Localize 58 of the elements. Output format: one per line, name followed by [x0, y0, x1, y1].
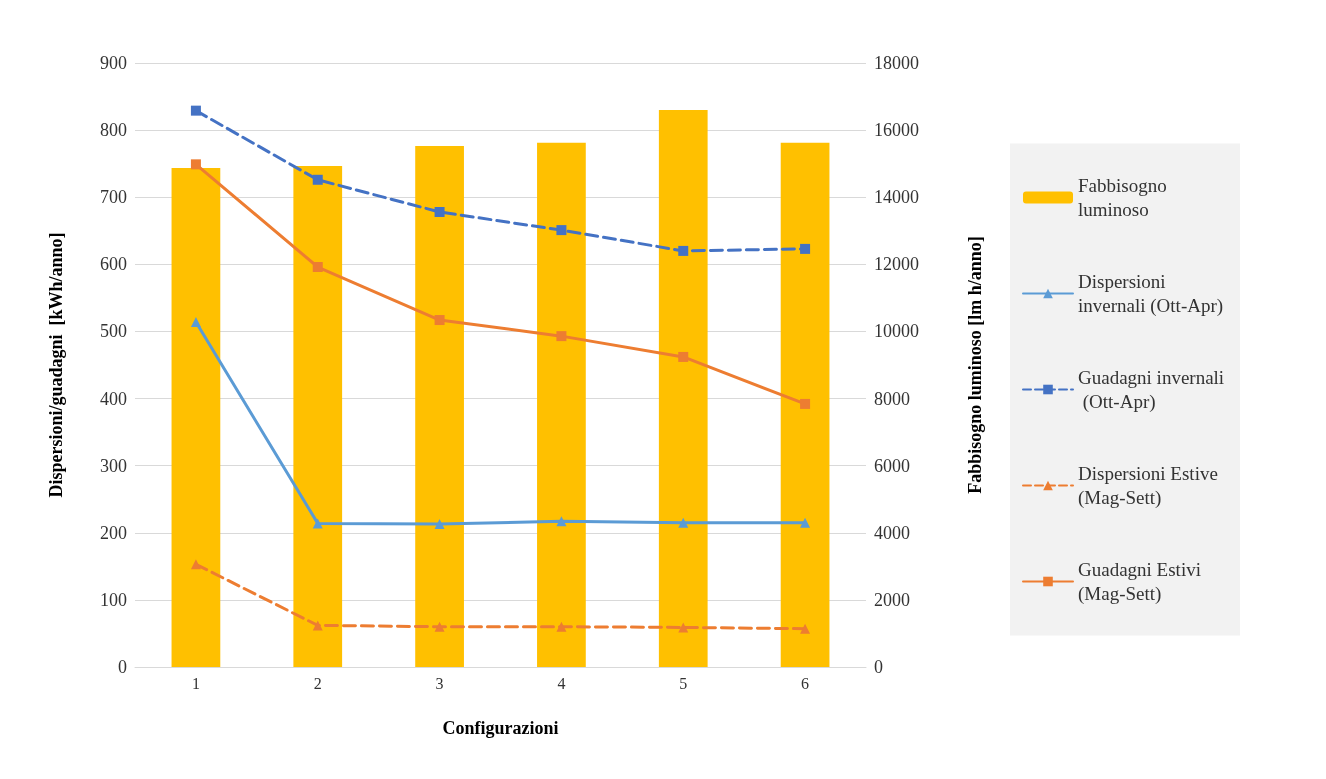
y2-tick-label: 10000 — [874, 321, 919, 342]
point — [190, 559, 201, 570]
y-tick-label: 100 — [100, 589, 127, 610]
legend-label: Fabbisogno luminoso — [1078, 175, 1172, 220]
y-tick-label: 800 — [100, 120, 127, 141]
point — [190, 159, 201, 170]
y-tick-label: 300 — [100, 455, 127, 476]
x-axis-title: Configurazioni — [442, 718, 559, 738]
y2-tick-label: 18000 — [874, 53, 919, 73]
point — [434, 519, 445, 530]
point — [678, 351, 689, 362]
point — [434, 206, 445, 217]
x-tick-label: 3 — [435, 674, 444, 692]
y-tick-label: 700 — [100, 187, 127, 208]
x-tick-label: 4 — [557, 674, 566, 692]
y-tick-label: 500 — [100, 321, 127, 342]
x-tick-label: 1 — [191, 674, 200, 692]
point — [312, 518, 323, 529]
x-tick-label: 6 — [801, 674, 810, 692]
point — [678, 245, 689, 256]
y2-tick-label: 6000 — [874, 455, 910, 476]
y-axis-title: Dispersioni/guadagni [kWh/anno] — [46, 232, 66, 498]
point — [312, 174, 323, 185]
point — [800, 623, 811, 634]
point — [190, 105, 201, 116]
y2-tick-label: 0 — [874, 657, 883, 677]
y2-tick-label: 2000 — [874, 589, 910, 610]
y2-tick-label: 8000 — [874, 388, 910, 409]
legend-label: Guadagni invernali (Ott-Apr) — [1078, 367, 1225, 413]
y-tick-label: 400 — [100, 388, 127, 409]
y-tick-label: 600 — [100, 254, 127, 275]
point — [556, 621, 567, 632]
y-tick-label: 200 — [100, 522, 127, 543]
y2-tick-label: 4000 — [874, 522, 910, 543]
x-tick-label: 5 — [679, 674, 688, 692]
y2-axis-title: Fabbisogno luminoso [lm h/anno] — [965, 236, 985, 494]
y2-tick-label: 16000 — [874, 120, 919, 141]
point — [312, 620, 323, 631]
point — [800, 243, 811, 254]
point — [556, 225, 567, 236]
point — [800, 517, 811, 528]
legend-label: Dispersioni invernali (Ott-Apr) — [1078, 271, 1224, 317]
legend-label: Guadagni Estivi (Mag-Sett) — [1078, 559, 1206, 605]
y-tick-label: 0 — [118, 657, 127, 677]
point — [434, 315, 445, 326]
point — [678, 622, 689, 633]
point — [190, 317, 201, 328]
y-tick-label: 900 — [100, 53, 127, 73]
x-tick-label: 2 — [313, 674, 322, 692]
point — [556, 331, 567, 342]
y2-tick-label: 12000 — [874, 254, 919, 275]
point — [434, 621, 445, 632]
legend-label: Dispersioni Estive (Mag-Sett) — [1078, 463, 1223, 509]
point — [556, 516, 567, 527]
y2-tick-label: 14000 — [874, 187, 919, 208]
point — [678, 517, 689, 528]
point — [800, 398, 811, 409]
point — [312, 262, 323, 273]
